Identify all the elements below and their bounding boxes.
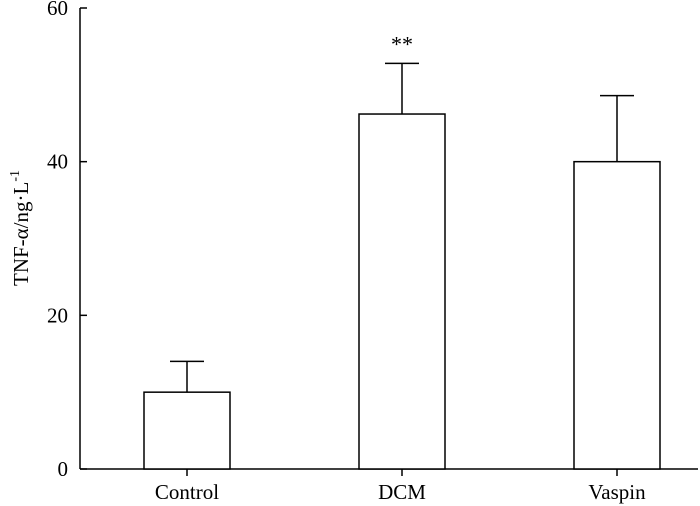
- bar-vaspin: [573, 160, 661, 470]
- x-tick-label-control: Control: [155, 480, 219, 504]
- y-axis-label-text: TNF-α/ng·L: [9, 182, 33, 286]
- bar-dcm: [358, 113, 446, 470]
- labels: 0 20 40 60 Control DCM ** Vaspin: [47, 0, 646, 504]
- x-tick-label-vaspin: Vaspin: [588, 480, 646, 504]
- y-tick-label-0: 0: [58, 457, 69, 481]
- significance-label-dcm: **: [391, 31, 413, 56]
- bar-control: [143, 391, 231, 470]
- y-tick-label-20: 20: [47, 303, 68, 327]
- y-tick-label-40: 40: [47, 150, 68, 174]
- bars: [143, 62, 661, 470]
- y-axis-label-superscript: -1: [8, 170, 23, 182]
- y-axis-label: TNF-α/ng·L-1: [8, 170, 33, 286]
- x-tick-label-dcm: DCM: [378, 480, 426, 504]
- y-tick-label-60: 60: [47, 0, 68, 20]
